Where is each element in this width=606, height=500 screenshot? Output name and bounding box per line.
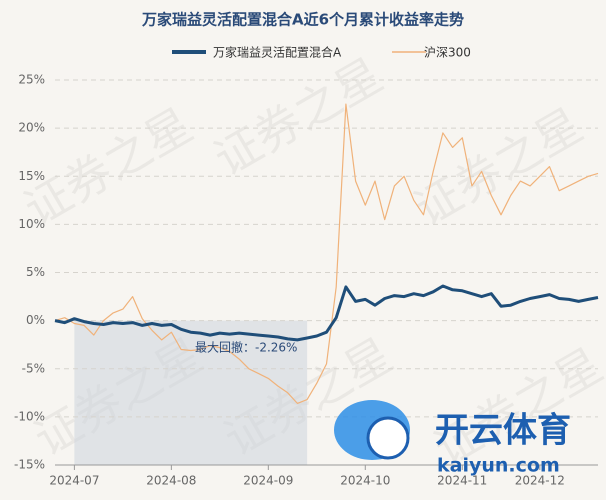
y-tick-label: -5% [22, 361, 45, 375]
x-tick-label: 2024-11 [437, 474, 487, 488]
series-line [54, 284, 599, 342]
x-tick-label: 2024-08 [146, 474, 196, 488]
logo: 开云体育 kaiyun.com [334, 400, 571, 477]
annotation: 最大回撤：-2.26% [195, 340, 297, 355]
y-tick-label: 20% [18, 121, 45, 135]
logo-text: 开云体育 [435, 411, 571, 451]
y-tick-label: 5% [26, 265, 45, 279]
y-tick-label: 25% [18, 73, 45, 87]
y-tick-label: 10% [18, 217, 45, 231]
y-tick-label: -10% [14, 409, 45, 423]
drawdown-area [74, 320, 308, 465]
x-tick-label: 2024-10 [340, 474, 390, 488]
series-line [54, 103, 599, 404]
watermark: 证券之星 [405, 98, 591, 237]
y-tick-label: 15% [18, 169, 45, 183]
x-tick-label: 2024-07 [49, 474, 99, 488]
chart-title: 万家瑞益灵活配置混合A近6个月累计收益率走势 [141, 11, 464, 29]
watermark: 证券之星 [205, 48, 391, 187]
y-tick-label: -15% [14, 458, 45, 472]
x-tick-label: 2024-12 [515, 474, 565, 488]
watermark: 证券之星 [15, 98, 201, 237]
logo-ball [366, 416, 410, 460]
y-tick-label: 0% [26, 313, 45, 327]
legend-label: 沪深300 [424, 46, 471, 60]
legend-label: 万家瑞益灵活配置混合A [213, 45, 342, 60]
x-tick-label: 2024-09 [243, 474, 293, 488]
logo-url: kaiyun.com [437, 455, 560, 477]
